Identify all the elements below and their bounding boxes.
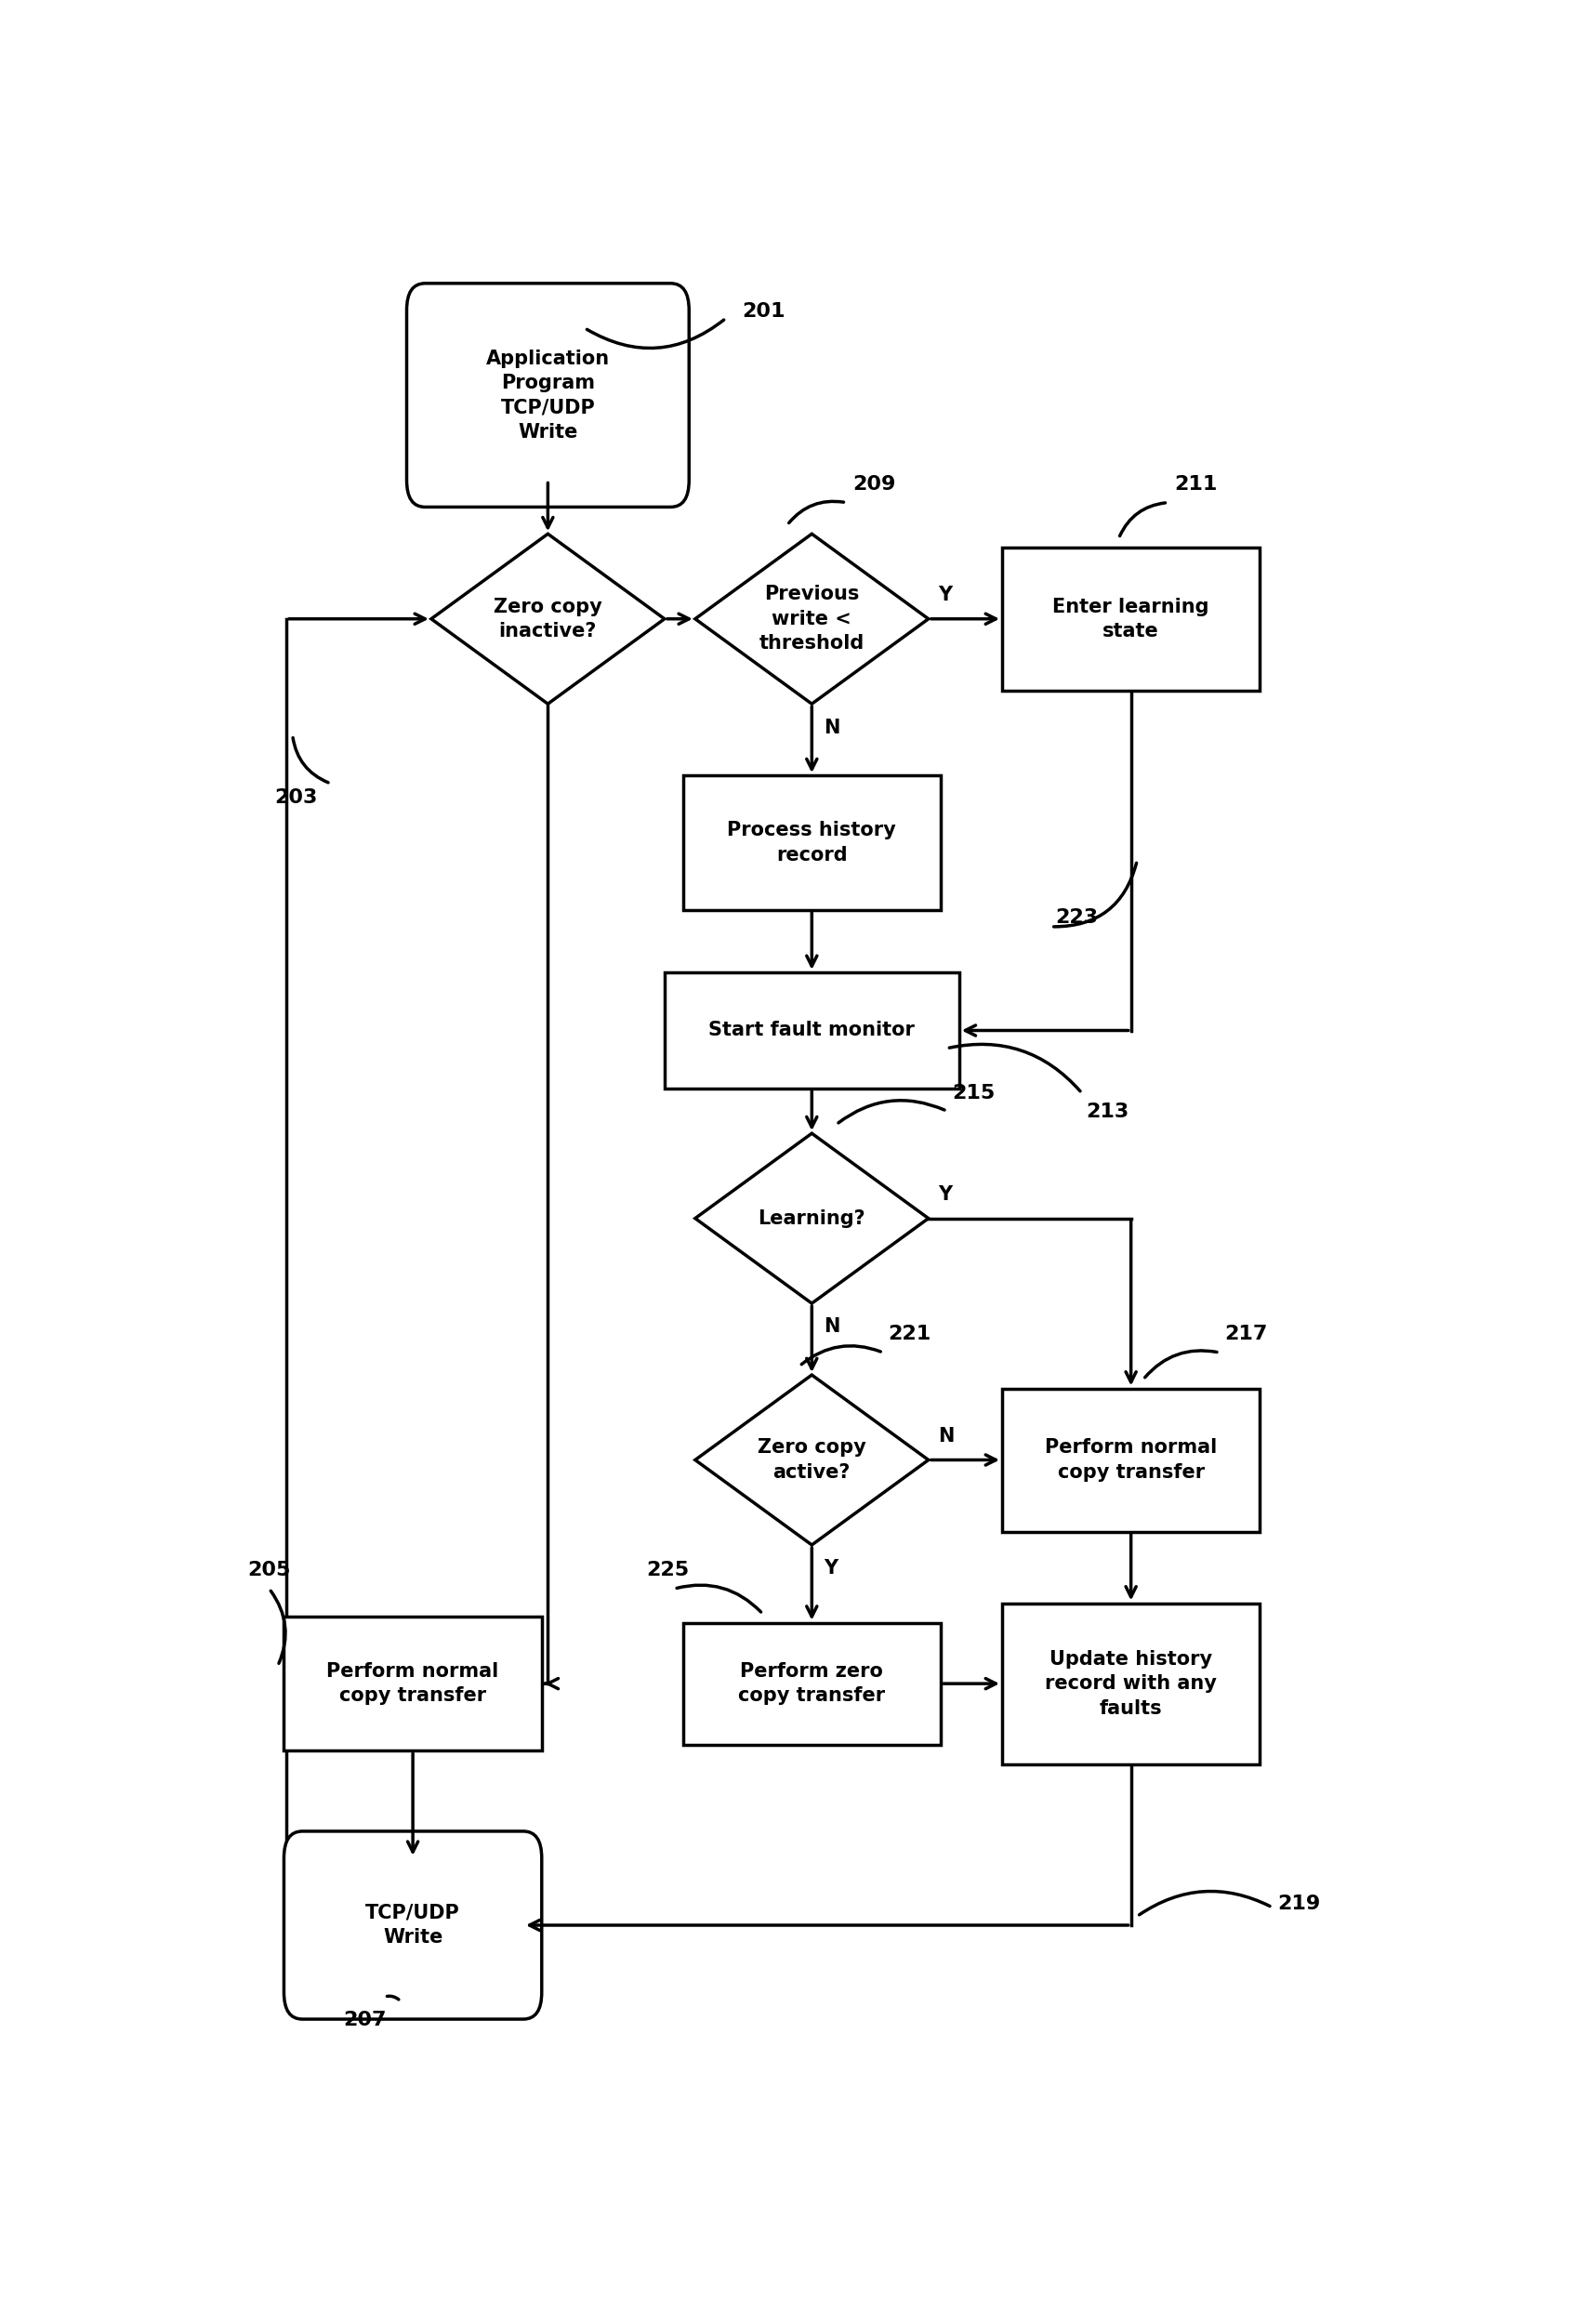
Text: N: N: [938, 1427, 955, 1446]
Text: 217: 217: [1224, 1325, 1267, 1343]
Text: 223: 223: [1055, 909, 1098, 927]
Bar: [284, 1618, 542, 1750]
Text: 225: 225: [646, 1562, 689, 1580]
Bar: [665, 971, 958, 1088]
Polygon shape: [695, 1376, 928, 1545]
Text: Application
Program
TCP/UDP
Write: Application Program TCP/UDP Write: [486, 349, 610, 442]
Text: 207: 207: [342, 2010, 386, 2029]
Text: Enter learning
state: Enter learning state: [1053, 597, 1209, 641]
Text: 211: 211: [1174, 474, 1217, 493]
Text: Start fault monitor: Start fault monitor: [708, 1020, 916, 1039]
Text: Update history
record with any
faults: Update history record with any faults: [1045, 1650, 1217, 1717]
Bar: [683, 776, 941, 909]
Text: 221: 221: [889, 1325, 931, 1343]
Text: Zero copy
active?: Zero copy active?: [757, 1439, 866, 1480]
Text: 209: 209: [852, 474, 895, 493]
Text: Previous
write <
threshold: Previous write < threshold: [759, 586, 865, 653]
Text: 205: 205: [247, 1562, 290, 1580]
Text: Y: Y: [938, 1185, 952, 1204]
Text: N: N: [824, 718, 840, 737]
Bar: [1003, 1604, 1259, 1764]
Text: N: N: [824, 1318, 840, 1336]
Text: Perform zero
copy transfer: Perform zero copy transfer: [738, 1662, 885, 1706]
Text: 215: 215: [952, 1083, 995, 1102]
Text: 203: 203: [274, 788, 317, 806]
Text: Zero copy
inactive?: Zero copy inactive?: [494, 597, 602, 641]
Bar: [1003, 1387, 1259, 1532]
FancyBboxPatch shape: [284, 1831, 542, 2020]
Text: TCP/UDP
Write: TCP/UDP Write: [366, 1903, 459, 1948]
Bar: [683, 1622, 941, 1745]
Text: Y: Y: [824, 1559, 838, 1578]
Text: Process history
record: Process history record: [727, 820, 897, 865]
Text: Perform normal
copy transfer: Perform normal copy transfer: [326, 1662, 499, 1706]
Polygon shape: [695, 1134, 928, 1304]
Text: Y: Y: [938, 586, 952, 604]
Text: 201: 201: [741, 302, 786, 321]
Bar: [1003, 546, 1259, 690]
Polygon shape: [431, 535, 665, 704]
Text: 219: 219: [1277, 1894, 1319, 1913]
Text: 213: 213: [1085, 1102, 1128, 1120]
Polygon shape: [695, 535, 928, 704]
Text: Learning?: Learning?: [759, 1208, 865, 1227]
FancyBboxPatch shape: [407, 284, 689, 507]
Text: Perform normal
copy transfer: Perform normal copy transfer: [1045, 1439, 1217, 1480]
